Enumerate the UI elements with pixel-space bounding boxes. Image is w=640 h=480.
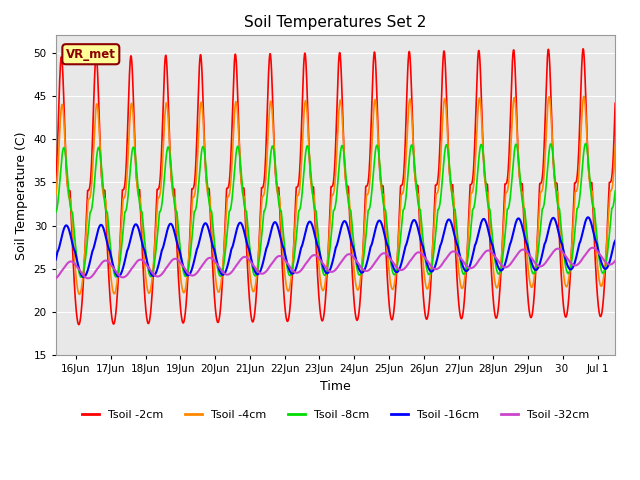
Title: Soil Temperatures Set 2: Soil Temperatures Set 2 — [244, 15, 427, 30]
Text: VR_met: VR_met — [66, 48, 116, 61]
X-axis label: Time: Time — [320, 380, 351, 393]
Legend: Tsoil -2cm, Tsoil -4cm, Tsoil -8cm, Tsoil -16cm, Tsoil -32cm: Tsoil -2cm, Tsoil -4cm, Tsoil -8cm, Tsoi… — [77, 406, 593, 424]
Y-axis label: Soil Temperature (C): Soil Temperature (C) — [15, 131, 28, 260]
